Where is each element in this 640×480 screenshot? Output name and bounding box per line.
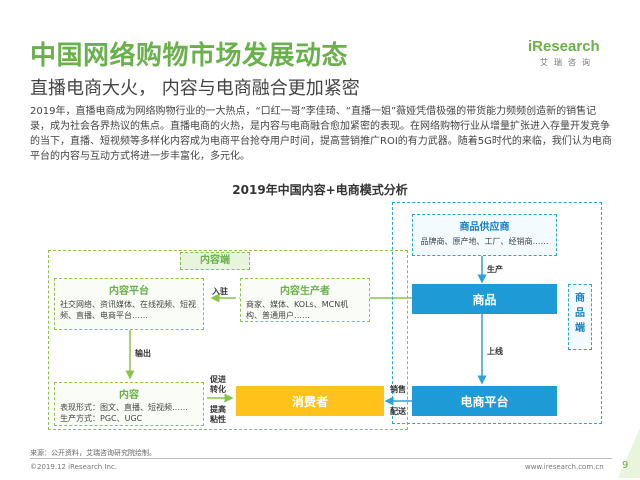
product-side-label: 商品端 (575, 293, 585, 334)
ecommerce-platform-box: 电商平台 (412, 386, 557, 416)
label-improve-stickiness: 提高粘性 (210, 405, 226, 424)
label-listing: 上线 (487, 347, 503, 356)
page-subtitle: 直播电商大火， 内容与电商融合更加紧密 (30, 78, 360, 99)
product-side-container (392, 202, 602, 424)
consumer-box: 消费者 (236, 386, 384, 416)
copyright: ©2019.12 iResearch Inc. (30, 463, 118, 471)
intro-text: 2019年，直播电商成为网络购物行业的一大热点，“口红一哥”李佳琦、“直播一姐”… (30, 106, 612, 162)
diagram-title: 2019年中国内容+电商模式分析 (232, 183, 408, 197)
product-side-label-box: 商品端 (568, 284, 592, 350)
label-boost-conversion: 促进转化 (210, 375, 226, 394)
page-title: 中国网络购物市场发展动态 (30, 41, 349, 71)
content-forms: 表现形式：图文、直播、短视频…… (60, 403, 188, 412)
corner-decoration (618, 428, 640, 478)
label-output: 输出 (135, 349, 151, 358)
iresearch-logo: iResearch 艾瑞咨询 (528, 38, 608, 68)
label-delivery: 配送 (390, 407, 406, 416)
source-note: 来源：公开资料，艾瑞咨询研究院绘制。 (30, 449, 156, 457)
content-platform-box: 内容平台 社交网络、资讯媒体、在线视频、短视频、直播、电商平台…… (54, 278, 204, 330)
website-url: www.iresearch.com.cn (525, 463, 604, 471)
logo-subtext: 艾瑞咨询 (540, 58, 596, 67)
label-produce: 生产 (487, 265, 503, 274)
content-producers: 生产方式：PGC、UGC (60, 414, 143, 423)
content-box: 内容 表现形式：图文、直播、短视频…… 生产方式：PGC、UGC (54, 382, 204, 426)
page-number: 9 (622, 460, 629, 471)
supplier-desc: 品牌商、原产地、工厂、经销商…… (420, 237, 549, 246)
content-side-label-box: 内容端 (180, 252, 250, 270)
label-enter: 入驻 (212, 287, 228, 296)
content-title: 内容 (119, 390, 139, 401)
supplier-box: 商品供应商 品牌商、原产地、工厂、经销商…… (412, 214, 557, 256)
content-producer-desc: 商家、媒体、KOLs、MCN机构、普通用户…… (246, 300, 349, 320)
content-producer-title: 内容生产者 (280, 286, 330, 297)
intro-paragraph: 2019年，直播电商成为网络购物行业的一大热点，“口红一哥”李佳琦、“直播一姐”… (30, 104, 615, 164)
content-producer-box: 内容生产者 商家、媒体、KOLs、MCN机构、普通用户…… (240, 278, 370, 322)
footer-divider (30, 458, 612, 459)
supplier-title: 商品供应商 (459, 222, 510, 233)
content-side-label: 内容端 (200, 255, 230, 266)
content-platform-title: 内容平台 (109, 286, 149, 297)
content-side-container (48, 250, 408, 430)
content-platform-desc: 社交网络、资讯媒体、在线视频、短视频、直播、电商平台…… (60, 300, 196, 320)
product-box: 商品 (412, 284, 557, 314)
label-sales: 销售 (390, 385, 406, 394)
logo-text: iResearch (528, 38, 600, 55)
